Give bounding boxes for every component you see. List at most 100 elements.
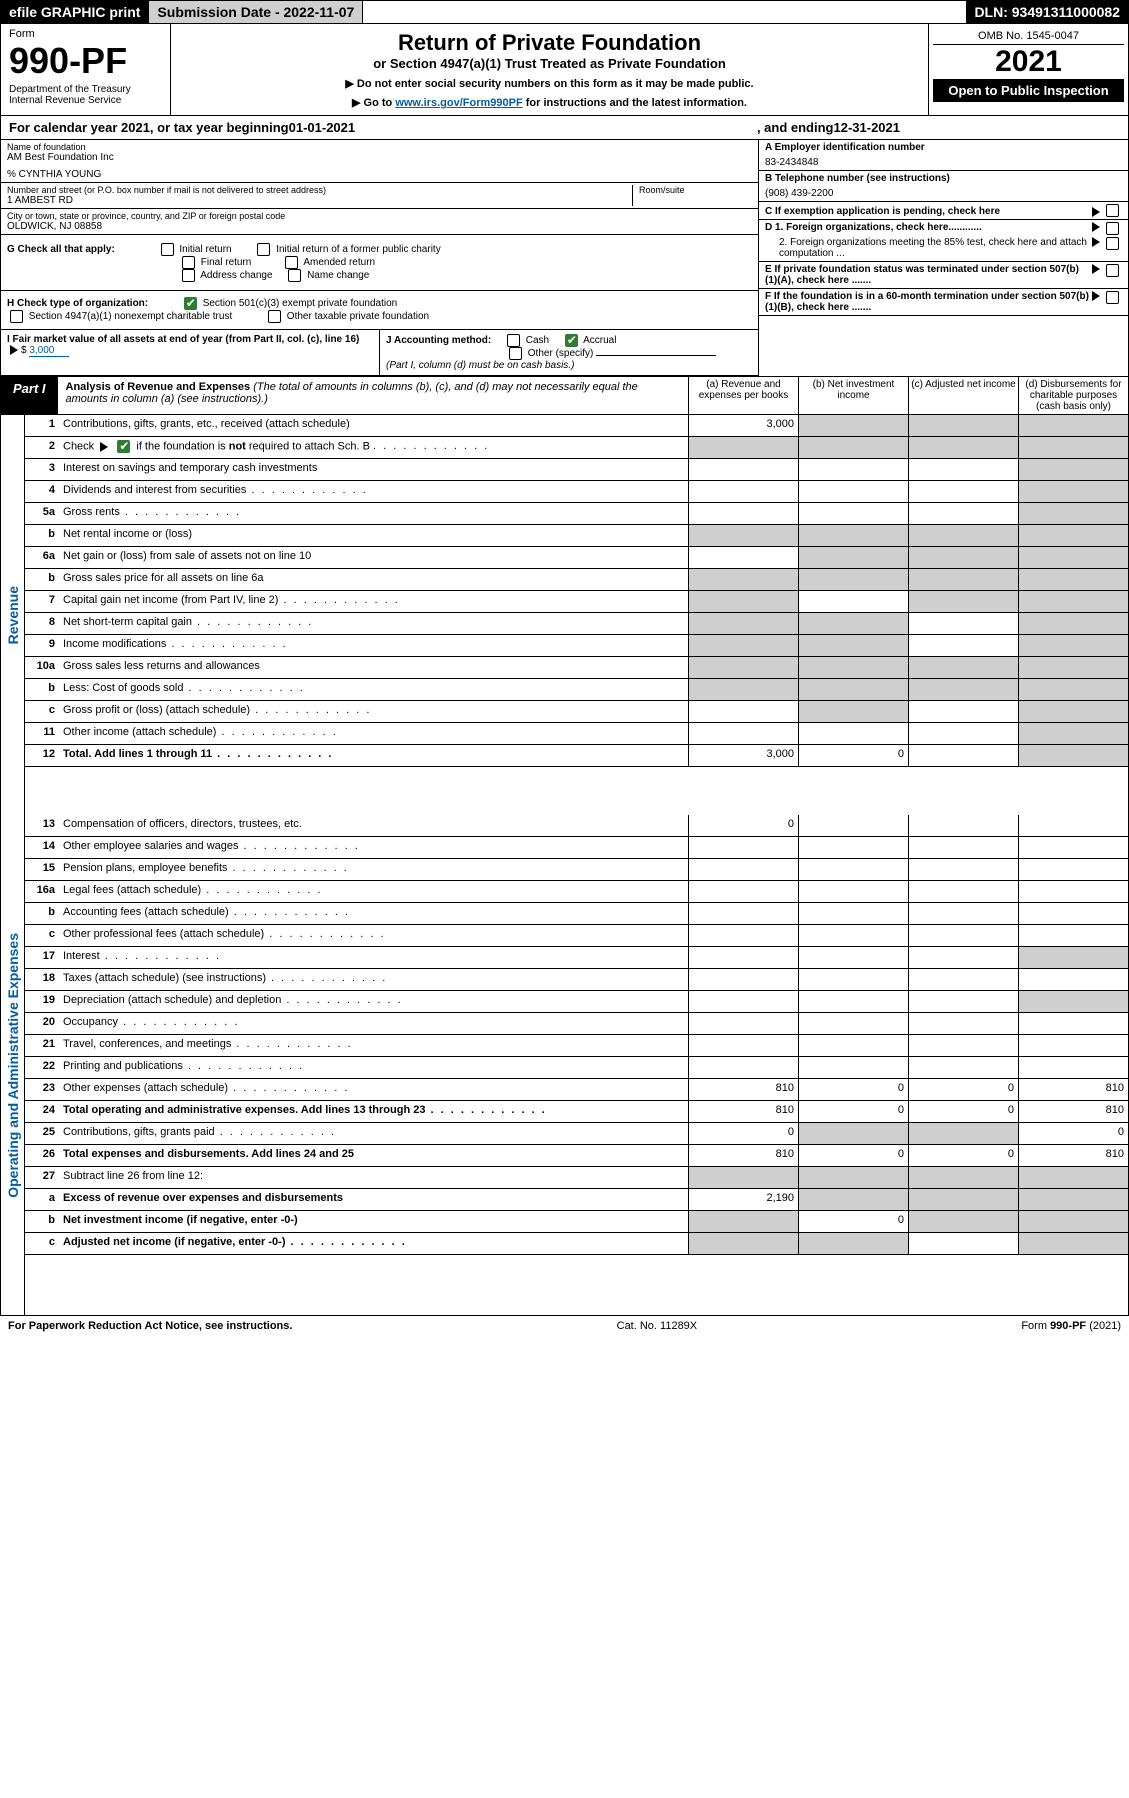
city-state-zip: OLDWICK, NJ 08858 bbox=[7, 221, 752, 232]
line-27b: Net investment income (if negative, ente… bbox=[59, 1211, 688, 1232]
footer-mid: Cat. No. 11289X bbox=[617, 1320, 698, 1332]
line-17: Interest bbox=[59, 947, 688, 968]
amended-return-checkbox[interactable] bbox=[285, 256, 298, 269]
l26-b: 0 bbox=[798, 1145, 908, 1166]
phone-label: B Telephone number (see instructions) bbox=[765, 173, 1122, 184]
l24-c: 0 bbox=[908, 1101, 1018, 1122]
open-public: Open to Public Inspection bbox=[933, 79, 1124, 102]
col-c-header: (c) Adjusted net income bbox=[908, 377, 1018, 414]
line-19: Depreciation (attach schedule) and deple… bbox=[59, 991, 688, 1012]
line-6a: Net gain or (loss) from sale of assets n… bbox=[59, 547, 688, 568]
d2-checkbox[interactable] bbox=[1106, 237, 1119, 250]
line-10b: Less: Cost of goods sold bbox=[59, 679, 688, 700]
c-checkbox[interactable] bbox=[1106, 204, 1119, 217]
line-10a: Gross sales less returns and allowances bbox=[59, 657, 688, 678]
dln-label: DLN: 93491311000082 bbox=[966, 1, 1128, 23]
l12-a: 3,000 bbox=[688, 745, 798, 766]
street-address: 1 AMBEST RD bbox=[7, 195, 632, 206]
501c3-checkbox[interactable] bbox=[184, 297, 197, 310]
triangle-icon bbox=[1092, 222, 1100, 232]
form-title: Return of Private Foundation bbox=[183, 30, 916, 56]
line-5b: Net rental income or (loss) bbox=[59, 525, 688, 546]
tax-year: 2021 bbox=[933, 45, 1124, 79]
l24-a: 810 bbox=[688, 1101, 798, 1122]
c-label: C If exemption application is pending, c… bbox=[765, 206, 1089, 217]
triangle-icon bbox=[1092, 264, 1100, 274]
d1-checkbox[interactable] bbox=[1106, 222, 1119, 235]
line-27: Subtract line 26 from line 12: bbox=[59, 1167, 688, 1188]
schb-checkbox[interactable] bbox=[117, 440, 130, 453]
other-taxable-checkbox[interactable] bbox=[268, 310, 281, 323]
instr-1: ▶ Do not enter social security numbers o… bbox=[183, 77, 916, 90]
dept-label: Department of the Treasury bbox=[9, 84, 162, 95]
line-6b: Gross sales price for all assets on line… bbox=[59, 569, 688, 590]
col-d-header: (d) Disbursements for charitable purpose… bbox=[1018, 377, 1128, 414]
l27b-b: 0 bbox=[798, 1211, 908, 1232]
l23-c: 0 bbox=[908, 1079, 1018, 1100]
line-20: Occupancy bbox=[59, 1013, 688, 1034]
l25-a: 0 bbox=[688, 1123, 798, 1144]
page-footer: For Paperwork Reduction Act Notice, see … bbox=[0, 1315, 1129, 1336]
initial-former-checkbox[interactable] bbox=[257, 243, 270, 256]
year-end: 12-31-2021 bbox=[834, 120, 901, 135]
part1-title: Analysis of Revenue and Expenses bbox=[66, 381, 251, 393]
triangle-icon bbox=[1092, 207, 1100, 217]
form-number: 990-PF bbox=[9, 40, 162, 82]
line-10c: Gross profit or (loss) (attach schedule) bbox=[59, 701, 688, 722]
cash-checkbox[interactable] bbox=[507, 334, 520, 347]
l27a-a: 2,190 bbox=[688, 1189, 798, 1210]
footer-left: For Paperwork Reduction Act Notice, see … bbox=[8, 1320, 292, 1332]
d2-label: 2. Foreign organizations meeting the 85%… bbox=[765, 237, 1089, 259]
e-checkbox[interactable] bbox=[1106, 264, 1119, 277]
l13-a: 0 bbox=[688, 815, 798, 836]
revenue-side-label: Revenue bbox=[5, 586, 21, 644]
initial-return-checkbox[interactable] bbox=[161, 243, 174, 256]
form-label: Form bbox=[9, 28, 162, 40]
line-11: Other income (attach schedule) bbox=[59, 723, 688, 744]
top-bar: efile GRAPHIC print Submission Date - 20… bbox=[0, 0, 1129, 24]
line-22: Printing and publications bbox=[59, 1057, 688, 1078]
j-note: (Part I, column (d) must be on cash basi… bbox=[386, 360, 574, 371]
calendar-year-row: For calendar year 2021, or tax year begi… bbox=[0, 116, 1129, 140]
name-change-checkbox[interactable] bbox=[288, 269, 301, 282]
l23-a: 810 bbox=[688, 1079, 798, 1100]
triangle-icon bbox=[10, 345, 18, 355]
line-5a: Gross rents bbox=[59, 503, 688, 524]
line-23: Other expenses (attach schedule) bbox=[59, 1079, 688, 1100]
city-label: City or town, state or province, country… bbox=[7, 211, 752, 221]
triangle-icon bbox=[1092, 291, 1100, 301]
form-link[interactable]: www.irs.gov/Form990PF bbox=[395, 97, 522, 109]
f-checkbox[interactable] bbox=[1106, 291, 1119, 304]
omb-number: OMB No. 1545-0047 bbox=[933, 28, 1124, 45]
line-14: Other employee salaries and wages bbox=[59, 837, 688, 858]
ein-value: 83-2434848 bbox=[765, 157, 1122, 168]
line-16a: Legal fees (attach schedule) bbox=[59, 881, 688, 902]
line-16c: Other professional fees (attach schedule… bbox=[59, 925, 688, 946]
fmv-value[interactable]: 3,000 bbox=[29, 345, 69, 357]
l24-b: 0 bbox=[798, 1101, 908, 1122]
l24-d: 810 bbox=[1018, 1101, 1128, 1122]
foundation-name: AM Best Foundation Inc bbox=[7, 152, 752, 163]
l26-d: 810 bbox=[1018, 1145, 1128, 1166]
year-begin: 01-01-2021 bbox=[289, 120, 356, 135]
4947-checkbox[interactable] bbox=[10, 310, 23, 323]
expenses-side-label: Operating and Administrative Expenses bbox=[5, 933, 21, 1198]
line-18: Taxes (attach schedule) (see instruction… bbox=[59, 969, 688, 990]
footer-right: Form 990-PF (2021) bbox=[1021, 1320, 1121, 1332]
part1-header: Part I Analysis of Revenue and Expenses … bbox=[0, 376, 1129, 415]
line-4: Dividends and interest from securities bbox=[59, 481, 688, 502]
line-1: Contributions, gifts, grants, etc., rece… bbox=[59, 415, 688, 436]
line-26: Total expenses and disbursements. Add li… bbox=[59, 1145, 688, 1166]
final-return-checkbox[interactable] bbox=[182, 256, 195, 269]
part1-tag: Part I bbox=[1, 377, 58, 414]
irs-label: Internal Revenue Service bbox=[9, 95, 162, 106]
accrual-checkbox[interactable] bbox=[565, 334, 578, 347]
other-method-checkbox[interactable] bbox=[509, 347, 522, 360]
line-8: Net short-term capital gain bbox=[59, 613, 688, 634]
address-change-checkbox[interactable] bbox=[182, 269, 195, 282]
line-24: Total operating and administrative expen… bbox=[59, 1101, 688, 1122]
line-7: Capital gain net income (from Part IV, l… bbox=[59, 591, 688, 612]
line-16b: Accounting fees (attach schedule) bbox=[59, 903, 688, 924]
l23-b: 0 bbox=[798, 1079, 908, 1100]
form-header: Form 990-PF Department of the Treasury I… bbox=[0, 24, 1129, 116]
